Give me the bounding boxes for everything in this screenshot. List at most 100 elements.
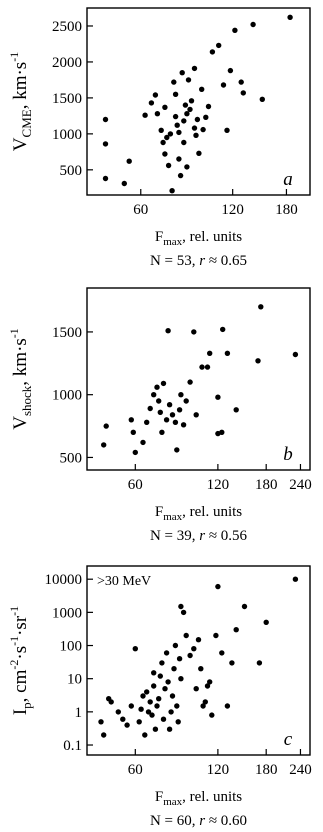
data-point [176,407,183,413]
data-point [174,703,180,709]
panel-a: 500 1000 1500 2000 2500 60 120 180 a VCME, km·s-1… [7,7,311,269]
data-point [120,716,126,722]
y-tick-label: 10 [67,672,82,688]
data-point [193,686,199,692]
data-point [162,151,168,157]
x-tick-label: 120 [221,202,244,218]
data-point [233,407,239,413]
data-point [255,358,261,364]
data-point [204,683,211,689]
panel-label: b [283,444,293,465]
data-point [232,27,238,33]
data-point [152,92,159,98]
data-point [132,646,138,652]
data-point [145,709,152,715]
data-point [205,103,212,110]
data-point [165,328,171,334]
x-axis-label: Fmax, rel. units [155,229,242,248]
data-point [224,127,230,133]
y-axis-label: VCME, km·s-1 [7,52,34,151]
x-axis-label: Fmax, rel. units [155,789,242,808]
x-tick-label: 120 [207,762,230,778]
data-point [115,709,122,715]
y-tick-label: 1000 [52,605,82,621]
data-point [102,141,109,147]
data-point [180,422,187,428]
y-tick-label: 1000 [52,388,82,404]
data-point [159,660,165,666]
data-point [128,417,134,423]
data-point [181,139,187,146]
data-point [174,122,180,128]
data-point [98,719,104,725]
data-point [183,398,189,404]
data-point [151,670,157,676]
data-point [287,14,293,20]
data-point [196,150,202,156]
data-point [219,429,225,435]
data-point [195,637,202,643]
x-tick-label: 60 [128,762,143,778]
data-point [207,679,213,685]
data-point [188,98,195,104]
data-point [191,125,198,131]
data-point [194,116,201,123]
y-tick-label: 500 [60,450,83,466]
data-point [233,627,239,633]
data-point [136,719,142,725]
data-point [238,79,244,85]
data-point [126,158,132,164]
data-point [144,419,150,425]
data-point [179,70,185,76]
energy-annotation: >30 MeV [97,574,151,589]
data-point [176,656,183,662]
data-point [219,650,225,656]
data-point [156,696,162,702]
data-point [182,102,189,108]
data-point [101,732,107,738]
data-point [187,652,193,659]
data-point [152,726,159,732]
data-point [172,419,179,425]
data-point [177,172,184,179]
data-point [213,632,219,639]
data-point [180,609,187,616]
panel-label: c [284,729,293,750]
data-point [258,304,264,310]
x-tick-label: 180 [275,202,298,218]
data-point [187,106,193,113]
data-point [142,112,148,118]
data-point [191,646,197,652]
data-point [138,706,144,712]
data-point [157,409,163,415]
x-tick-label: 120 [207,477,230,493]
data-point [130,429,136,435]
plot-frame [86,287,311,471]
data-point [163,650,170,656]
data-point [184,111,190,117]
data-point [193,412,199,418]
data-point [200,703,206,709]
data-point [168,709,174,715]
x-axis-label: Fmax, rel. units [155,504,242,523]
data-point [101,442,107,448]
data-point [181,118,187,124]
data-point [241,603,248,610]
data-point [193,132,199,138]
y-tick-label: 10000 [45,572,83,588]
y-tick-label: 100 [60,639,83,655]
data-point [175,719,181,725]
data-point [229,660,235,666]
plot-frame [86,565,311,756]
y-tick-label: 1000 [52,127,82,143]
data-point [171,666,177,672]
data-point [121,180,128,187]
data-point [140,439,146,446]
x-tick-label: 240 [289,477,312,493]
data-point [216,42,222,49]
panel-c: 0.1 1 10 100 1000 10000 60 120 180 240 c >30 MeV Ip,… [7,565,312,829]
data-point [227,67,234,74]
data-point [162,686,168,692]
data-point [157,673,163,679]
